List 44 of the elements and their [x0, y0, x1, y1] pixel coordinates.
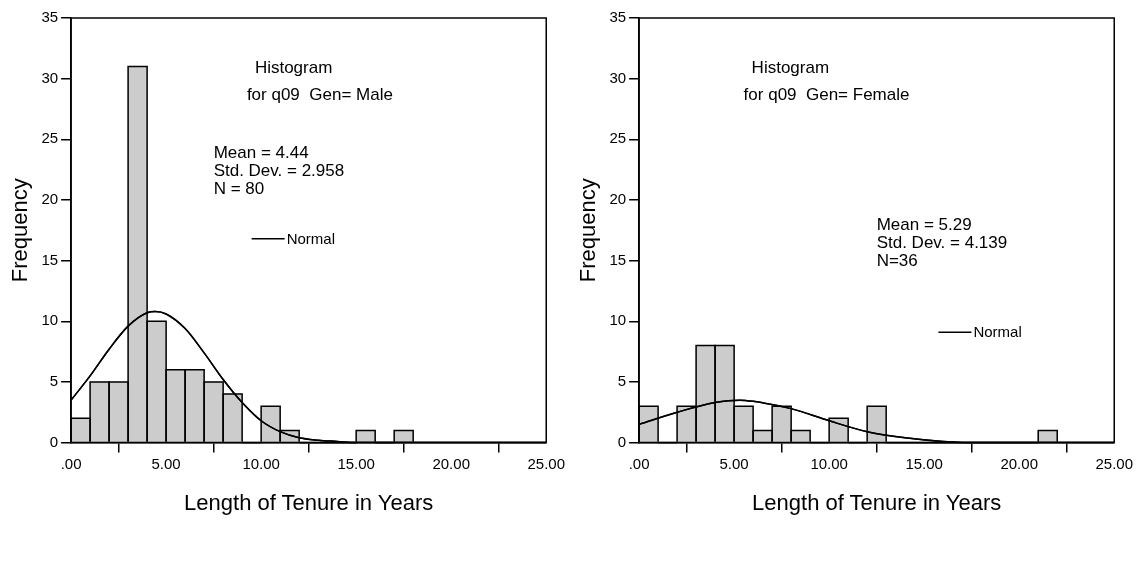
y-tick-label: 15: [41, 250, 59, 268]
x-tick-label: 20.00: [432, 454, 470, 472]
x-tick-label: 10.00: [810, 454, 848, 472]
x-tick-label: 10.00: [242, 454, 280, 472]
x-tick-label: 25.00: [527, 454, 566, 472]
text: for q09 Gen= Female: [743, 85, 910, 105]
y-tick-label: 30: [41, 68, 59, 86]
x-tick-label: 25.00: [1095, 454, 1134, 472]
x-axis-title: Length of Tenure in Years: [184, 489, 434, 515]
y-axis-title: Frequency: [7, 178, 33, 283]
y-tick-label: 20: [41, 190, 59, 208]
y-tick-label: 30: [609, 68, 627, 86]
x-tick-label: 20.00: [1000, 454, 1038, 472]
annotation: N=36: [876, 251, 918, 271]
x-tick-label: 5.00: [719, 454, 749, 472]
y-tick-label: 20: [609, 190, 627, 208]
y-tick-label: 5: [49, 372, 59, 390]
legend-label: Normal: [973, 323, 1022, 341]
text: Histogram: [254, 58, 333, 78]
annotation: Std. Dev. = 2.958: [213, 161, 345, 181]
y-tick-label: 5: [617, 372, 627, 390]
x-axis-title: Length of Tenure in Years: [752, 489, 1002, 515]
legend-label: Normal: [286, 229, 335, 247]
x-tick-label: 5.00: [151, 454, 181, 472]
y-tick-label: 35: [609, 8, 627, 26]
annotation: Mean = 5.29: [876, 215, 972, 235]
y-tick-label: 25: [609, 129, 627, 147]
y-tick-label: 10: [41, 311, 59, 329]
y-tick-label: 35: [41, 8, 59, 26]
annotation: Std. Dev. = 4.139: [876, 233, 1008, 253]
x-tick-label: .00: [628, 454, 650, 472]
y-tick-label: 15: [609, 250, 627, 268]
annotation: Mean = 4.44: [213, 143, 309, 163]
annotation: N = 80: [213, 179, 265, 199]
y-tick-label: 10: [609, 311, 627, 329]
y-tick-label: 25: [41, 129, 59, 147]
y-tick-label: 0: [617, 432, 627, 450]
text: for q09 Gen= Male: [246, 85, 393, 105]
y-axis-title: Frequency: [575, 178, 601, 283]
x-tick-label: 15.00: [337, 454, 375, 472]
text: Histogram: [751, 58, 830, 78]
x-tick-label: .00: [60, 454, 82, 472]
x-tick-label: 15.00: [905, 454, 943, 472]
y-tick-label: 0: [49, 432, 59, 450]
